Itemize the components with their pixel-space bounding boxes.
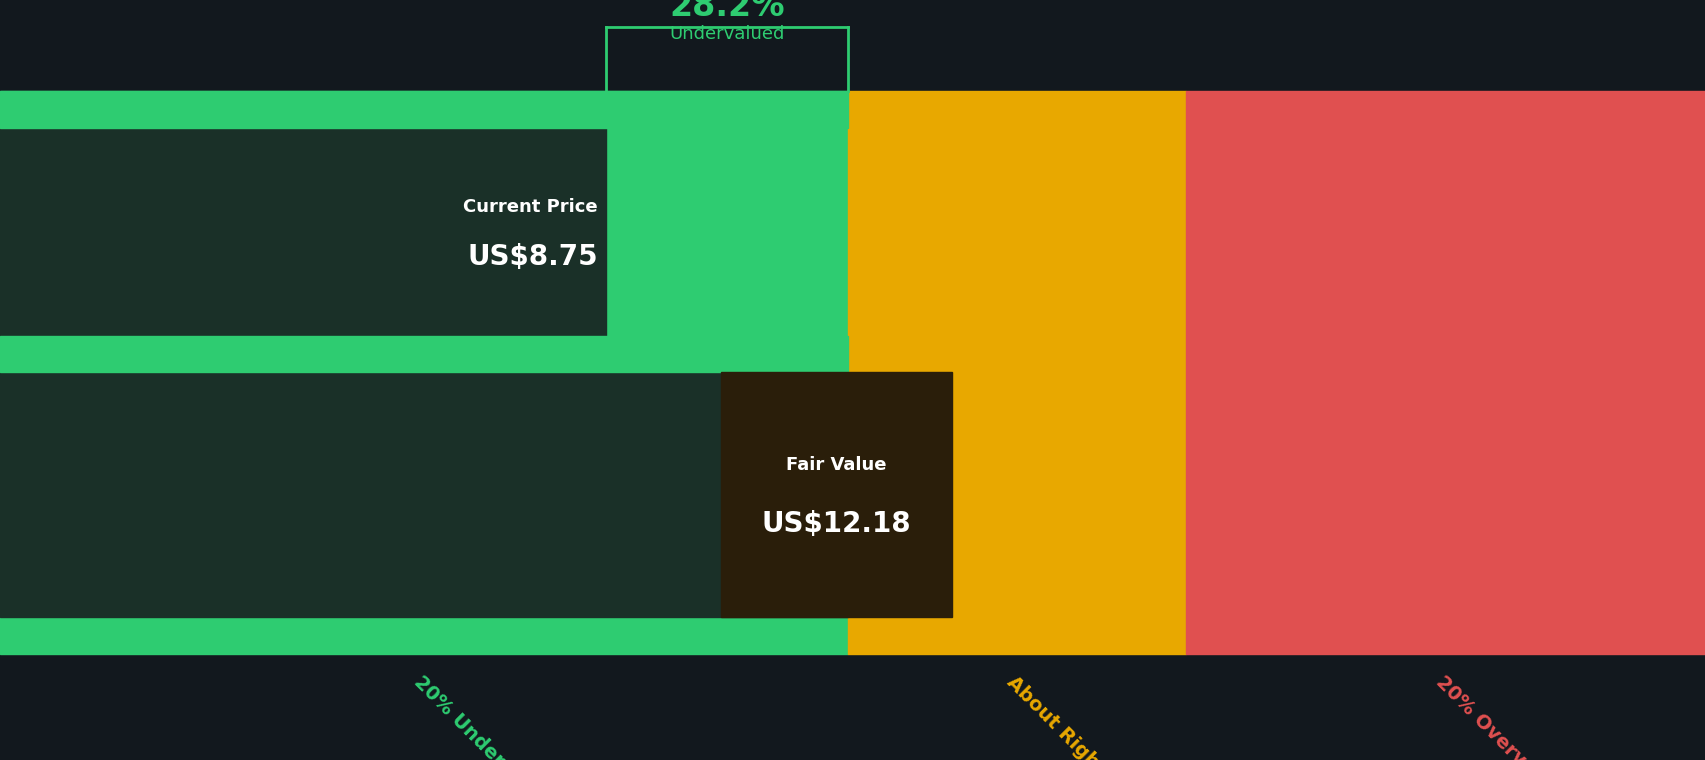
Bar bbox=[1185, 91, 1705, 654]
Bar bbox=[0, 91, 847, 128]
Text: 20% Overvalued: 20% Overvalued bbox=[1432, 673, 1572, 760]
Bar bbox=[721, 372, 951, 617]
Bar bbox=[0, 372, 847, 617]
Bar bbox=[0, 128, 605, 336]
Text: About Right: About Right bbox=[1003, 673, 1108, 760]
Text: US$12.18: US$12.18 bbox=[760, 510, 910, 538]
Bar bbox=[847, 91, 1185, 654]
Bar bbox=[0, 336, 847, 372]
Bar bbox=[0, 91, 847, 654]
Text: Fair Value: Fair Value bbox=[786, 456, 887, 474]
Text: 20% Undervalued: 20% Undervalued bbox=[411, 673, 561, 760]
Text: 28.2%: 28.2% bbox=[668, 0, 784, 23]
Text: US$8.75: US$8.75 bbox=[467, 242, 597, 271]
Text: Undervalued: Undervalued bbox=[668, 25, 784, 43]
Text: Current Price: Current Price bbox=[462, 198, 597, 216]
